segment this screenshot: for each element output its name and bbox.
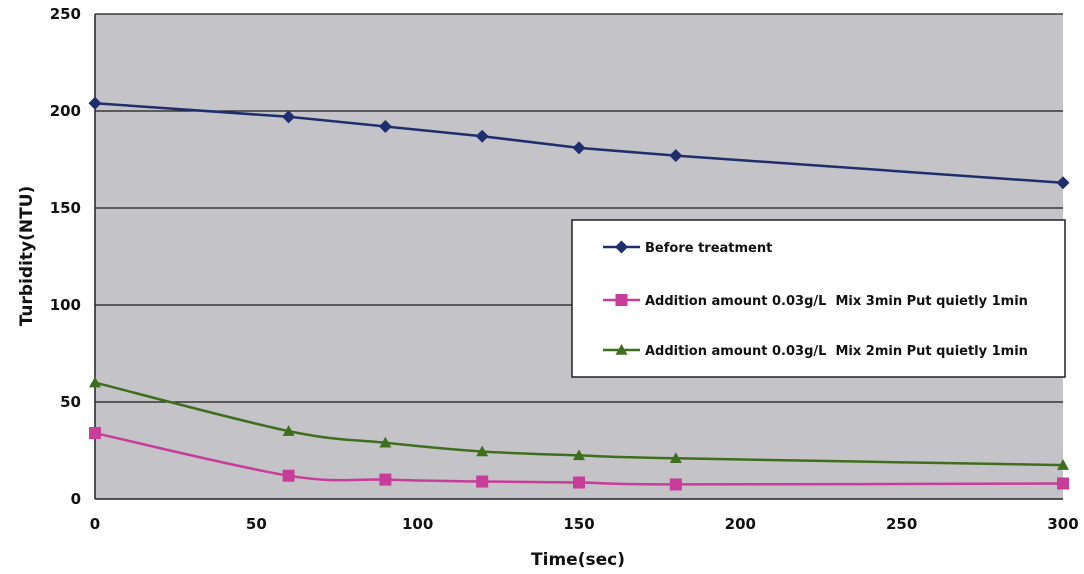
series-1-point-60 [282, 110, 296, 124]
series-3-point-150 [573, 449, 585, 461]
y-tick-label-200: 200 [50, 102, 81, 120]
legend-box [571, 219, 1066, 378]
series-1-point-0 [88, 96, 102, 110]
series-3-point-300 [1057, 459, 1069, 470]
legend-label-2: Addition amount 0.03g/L Mix 3min Put qui… [645, 294, 1028, 309]
x-axis-ticks: 0 50 100 150 200 250 300 [90, 515, 1079, 533]
legend: Before treatment Addition amount 0.03g/L … [571, 219, 1066, 378]
legend-marker-1 [615, 240, 628, 254]
y-axis-ticks: 0 50 100 150 200 250 [50, 5, 81, 508]
x-tick-label-300: 300 [1047, 515, 1078, 533]
series-line-3 [94, 381, 1064, 467]
series-3-point-60 [282, 425, 295, 436]
series-2-point-0 [89, 427, 101, 440]
series-2-point-180 [669, 478, 682, 491]
series-1-point-300 [1056, 176, 1070, 190]
series-1-point-180 [669, 149, 683, 163]
series-1-point-120 [475, 129, 489, 143]
legend-label-3: Addition amount 0.03g/L Mix 2min Put qui… [645, 344, 1028, 359]
x-tick-label-0: 0 [90, 515, 100, 533]
series-2-point-300 [1057, 477, 1069, 490]
y-tick-label-0: 0 [71, 490, 81, 508]
series-3-point-0 [89, 376, 101, 388]
series-3-point-120 [476, 445, 489, 457]
x-tick-label-50: 50 [246, 515, 267, 533]
series-2-point-90 [379, 473, 392, 486]
y-tick-label-50: 50 [60, 393, 81, 411]
series-2-point-120 [476, 475, 489, 488]
series-2-point-150 [573, 476, 585, 489]
series-3-point-180 [669, 452, 682, 464]
legend-marker-2 [615, 294, 628, 306]
y-tick-label-250: 250 [50, 5, 81, 23]
series-1-point-90 [378, 120, 392, 134]
legend-label-1: Before treatment [645, 241, 772, 256]
legend-marker-3 [615, 344, 628, 355]
x-tick-label-100: 100 [402, 515, 433, 533]
y-axis-title: Turbidity(NTU) [17, 186, 37, 327]
series-lines [88, 96, 1070, 491]
series-line-2 [94, 431, 1064, 486]
series-2-point-60 [282, 469, 295, 482]
x-tick-label-200: 200 [725, 515, 756, 533]
x-tick-label-150: 150 [563, 515, 594, 533]
series-3-point-90 [379, 436, 392, 448]
x-tick-label-250: 250 [886, 515, 917, 533]
series-1-point-150 [572, 141, 586, 155]
x-axis-title: Time(sec) [531, 550, 625, 570]
y-tick-label-150: 150 [50, 199, 81, 217]
y-tick-label-100: 100 [50, 296, 81, 314]
